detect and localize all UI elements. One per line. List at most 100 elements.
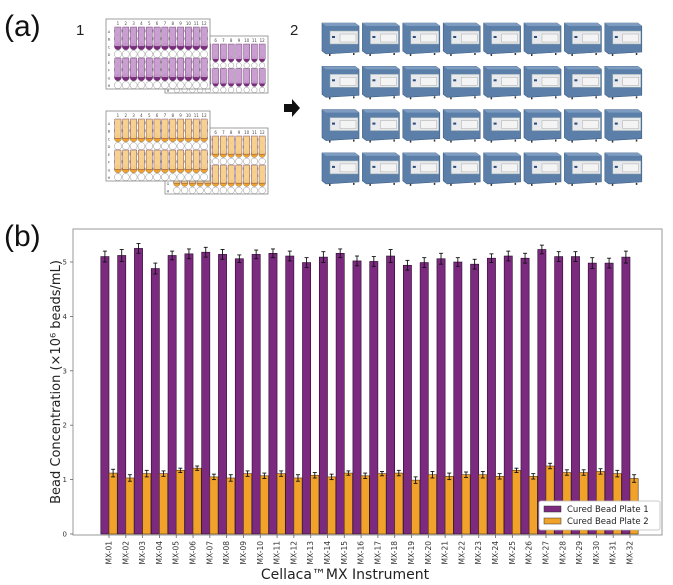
well	[114, 173, 122, 181]
pipette-tip	[161, 26, 169, 47]
bar-plate-1	[419, 262, 429, 535]
pipette-tip	[192, 26, 200, 47]
well	[227, 186, 235, 194]
pipette-tip	[251, 164, 258, 184]
well	[243, 186, 251, 194]
pipette-tip	[169, 26, 177, 47]
pipette-tip	[251, 135, 258, 155]
pipette-tip	[153, 57, 161, 78]
well	[219, 186, 227, 194]
bar-plate-2	[192, 467, 202, 535]
bar-plate-2	[428, 474, 437, 535]
well	[192, 50, 201, 58]
well	[176, 81, 185, 89]
instrument-icon	[362, 109, 400, 143]
step-1-label: 1	[76, 22, 85, 39]
plate-row-label: B	[108, 130, 111, 134]
bar-plate-1	[604, 262, 614, 535]
pipette-tip	[130, 57, 137, 78]
plate-column-label: 5	[148, 113, 151, 118]
well	[114, 81, 122, 89]
legend-swatch	[543, 517, 562, 525]
plate-column-label: 2	[124, 113, 127, 118]
well	[200, 173, 208, 181]
well	[129, 142, 138, 150]
pipette-tip	[130, 26, 137, 47]
well	[129, 50, 138, 58]
legend-label: Cured Bead Plate 1	[567, 505, 649, 515]
bar-plate-2	[377, 473, 387, 535]
instrument-icon	[402, 152, 441, 186]
well	[250, 157, 258, 165]
plate-column-label: 9	[179, 113, 182, 118]
instrument-icon	[564, 22, 602, 56]
panel-a-label: (a)	[4, 10, 41, 43]
plate-column-label: 7	[222, 130, 225, 135]
pipette-tip	[153, 118, 161, 139]
bar-plate-1	[503, 255, 513, 535]
x-tick-label: MX-16	[357, 541, 366, 565]
bar-plate-2	[512, 470, 521, 535]
x-tick-label: MX-28	[558, 541, 567, 565]
instrument-icon	[604, 66, 643, 100]
pipette-tip	[212, 135, 219, 155]
plate-column-label: 7	[164, 113, 167, 118]
x-tick-label: MX-11	[273, 541, 282, 565]
well	[137, 173, 146, 181]
bar-plate-1	[167, 255, 177, 535]
well	[121, 81, 130, 89]
instrument-icon	[402, 22, 441, 56]
plate-row-label: G	[167, 182, 170, 186]
bar-plate-2	[478, 474, 488, 535]
pipette-tip	[185, 57, 192, 78]
plate-column-label: 8	[230, 38, 233, 43]
plate-column-label: 1	[117, 113, 120, 118]
panel-b-label: (b)	[4, 220, 41, 253]
well	[196, 186, 204, 194]
pipette-tip	[145, 26, 153, 47]
well	[184, 81, 193, 89]
well	[200, 142, 208, 150]
x-tick-label: MX-24	[491, 541, 500, 565]
well	[243, 86, 250, 93]
plate-column-label: 4	[140, 21, 143, 26]
bar-plate-1	[285, 255, 295, 535]
pipette-tip	[185, 149, 192, 170]
plate-row-label: A	[108, 122, 111, 126]
bar-plate-2	[159, 473, 168, 535]
plate-column-label: 6	[156, 21, 159, 26]
plate-row-label: A	[108, 30, 111, 34]
instrument-icon	[483, 66, 521, 100]
plate-row-label: F	[108, 161, 110, 165]
bar-plate-1	[587, 262, 597, 535]
bar-plate-2	[276, 473, 286, 535]
bar-plate-2	[310, 474, 320, 535]
x-tick-label: MX-23	[474, 541, 483, 565]
pipette-tip	[177, 26, 184, 47]
bar-plate-1	[453, 261, 463, 535]
pipette-tip	[200, 118, 208, 139]
plate-column-label: 9	[238, 38, 241, 43]
plate-column-label: 3	[132, 21, 135, 26]
bar-plate-1	[184, 253, 194, 535]
x-tick-label: MX-01	[105, 541, 114, 565]
bar-plate-1	[201, 251, 211, 535]
well	[145, 81, 154, 89]
well	[227, 157, 235, 165]
x-tick-label: MX-30	[592, 541, 601, 565]
well	[161, 173, 169, 181]
pipette-tip	[258, 135, 266, 155]
pipette-tip	[235, 43, 243, 60]
bar-plate-1	[554, 256, 564, 535]
bar-plate-1	[386, 255, 396, 535]
y-tick-label: 2	[63, 422, 67, 430]
well	[251, 86, 258, 93]
instrument-icon	[483, 109, 521, 143]
bar-plate-1	[100, 256, 110, 535]
well	[219, 157, 227, 165]
bar-plate-2	[209, 476, 219, 535]
bar-plate-2	[125, 477, 135, 535]
pipette-tip	[192, 149, 200, 170]
pipette-tip	[177, 118, 184, 139]
bar-plate-2	[528, 476, 538, 535]
